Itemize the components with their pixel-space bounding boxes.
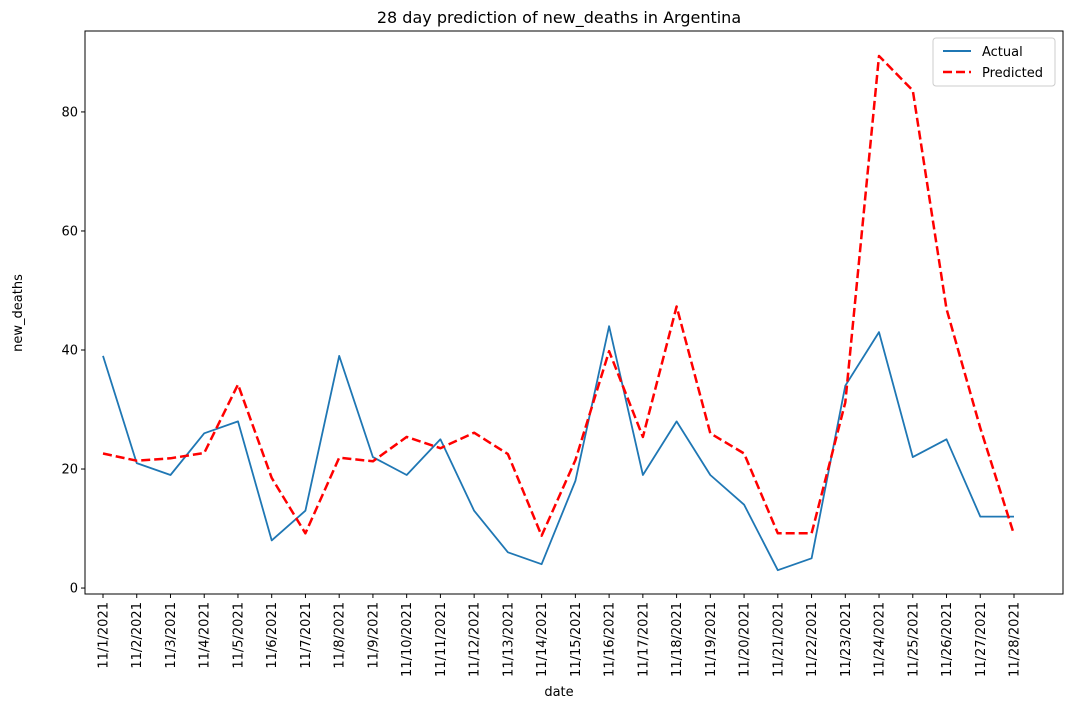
x-tick-label: 11/18/2021 [670, 602, 685, 677]
legend-label-predicted: Predicted [982, 66, 1043, 81]
x-tick-label: 11/24/2021 [873, 602, 888, 677]
x-tick-label: 11/11/2021 [434, 602, 449, 677]
x-tick-label: 11/17/2021 [636, 602, 651, 677]
y-tick-label: 20 [61, 463, 78, 478]
y-axis-label: new_deaths [11, 274, 26, 352]
x-tick-label: 11/16/2021 [603, 602, 618, 677]
x-tick-label: 11/13/2021 [501, 602, 516, 677]
legend-label-actual: Actual [982, 45, 1023, 60]
x-tick-label: 11/21/2021 [771, 602, 786, 677]
x-tick-label: 11/4/2021 [198, 602, 213, 669]
y-tick-label: 0 [70, 582, 78, 597]
x-tick-label: 11/22/2021 [805, 602, 820, 677]
x-tick-label: 11/15/2021 [569, 602, 584, 677]
y-tick-label: 60 [61, 224, 78, 239]
x-tick-label: 11/20/2021 [738, 602, 753, 677]
x-tick-label: 11/12/2021 [468, 602, 483, 677]
x-axis: 11/1/2021 11/2/2021 11/3/2021 11/4/2021 11/5… [97, 594, 1023, 677]
x-tick-label: 11/5/2021 [231, 602, 246, 669]
x-tick-label: 11/1/2021 [97, 602, 112, 669]
legend: Actual Predicted [932, 37, 1056, 87]
plot-area-frame [84, 30, 1064, 595]
x-tick-label: 11/19/2021 [704, 602, 719, 677]
x-tick-label: 11/8/2021 [333, 602, 348, 669]
x-tick-label: 11/9/2021 [366, 602, 381, 669]
x-tick-label: 11/2/2021 [130, 602, 145, 669]
x-tick-label: 11/26/2021 [940, 602, 955, 677]
x-tick-label: 11/25/2021 [906, 602, 921, 677]
chart-title: 28 day prediction of new_deaths in Argen… [377, 8, 741, 28]
x-tick-label: 11/10/2021 [400, 602, 415, 677]
x-axis-label: date [544, 685, 573, 700]
x-tick-label: 11/28/2021 [1008, 602, 1023, 677]
x-tick-label: 11/14/2021 [535, 602, 550, 677]
x-tick-label: 11/7/2021 [299, 602, 314, 669]
x-tick-label: 11/23/2021 [839, 602, 854, 677]
x-tick-label: 11/27/2021 [974, 602, 989, 677]
series-line-actual [102, 325, 1014, 572]
series-layer [102, 54, 1016, 572]
y-tick-label: 80 [61, 105, 78, 120]
series-line-predicted [102, 54, 1016, 537]
y-axis: 0 20 40 60 80 [61, 105, 85, 597]
x-tick-label: 11/3/2021 [164, 602, 179, 669]
x-tick-label: 11/6/2021 [265, 602, 280, 669]
y-tick-label: 40 [61, 343, 78, 358]
